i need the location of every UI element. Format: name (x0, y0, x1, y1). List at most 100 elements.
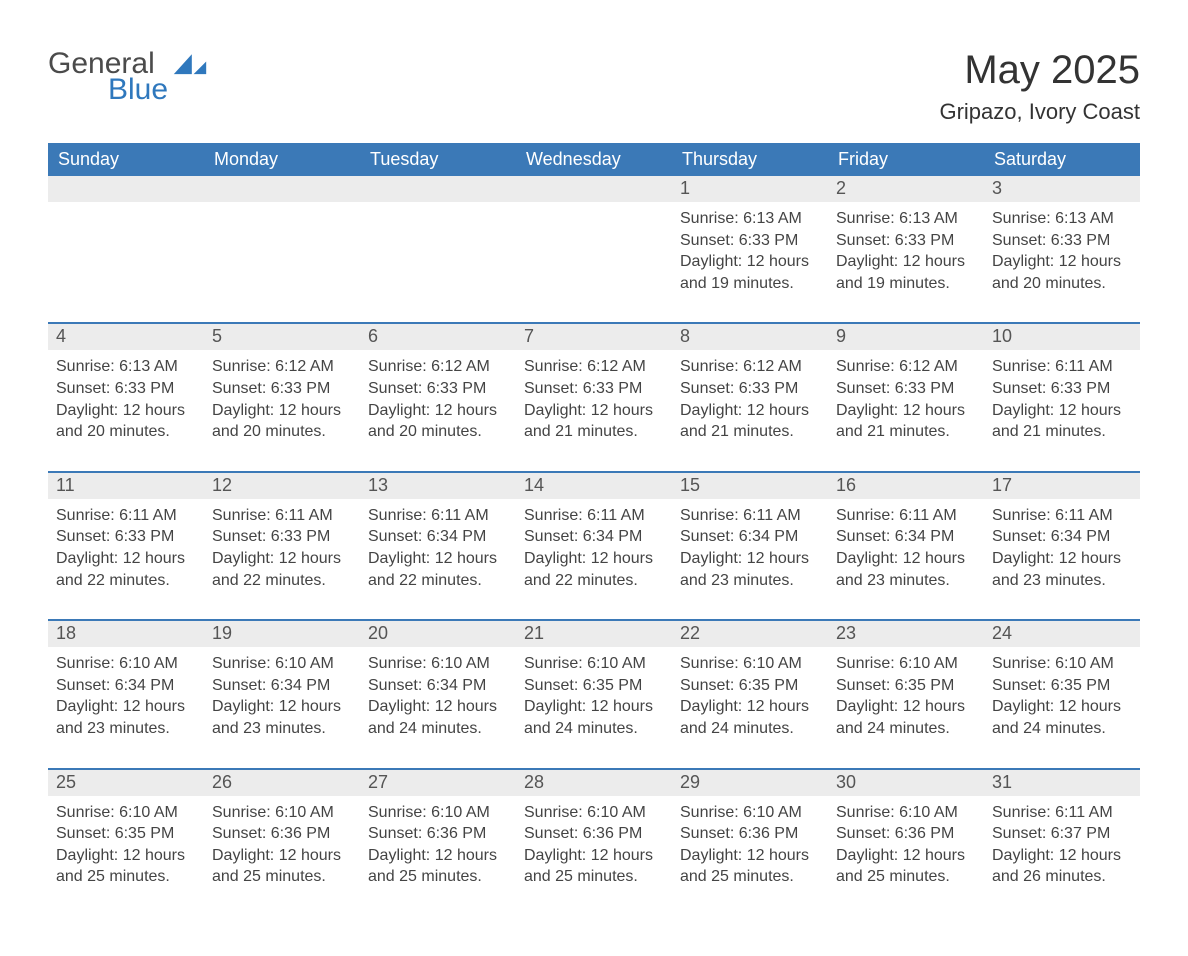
day-number: 26 (204, 770, 360, 796)
sunset-line: Sunset: 6:35 PM (992, 675, 1132, 697)
day-details: Sunrise: 6:10 AMSunset: 6:35 PMDaylight:… (672, 647, 828, 767)
calendar-cell: 27Sunrise: 6:10 AMSunset: 6:36 PMDayligh… (360, 769, 516, 916)
calendar-cell: 20Sunrise: 6:10 AMSunset: 6:34 PMDayligh… (360, 620, 516, 768)
sunset-line: Sunset: 6:33 PM (56, 526, 196, 548)
day-details: Sunrise: 6:10 AMSunset: 6:35 PMDaylight:… (516, 647, 672, 767)
day-number: 31 (984, 770, 1140, 796)
day-number: 18 (48, 621, 204, 647)
calendar-cell: 26Sunrise: 6:10 AMSunset: 6:36 PMDayligh… (204, 769, 360, 916)
day-details: Sunrise: 6:10 AMSunset: 6:36 PMDaylight:… (360, 796, 516, 916)
sunset-line: Sunset: 6:34 PM (836, 526, 976, 548)
calendar-cell: 29Sunrise: 6:10 AMSunset: 6:36 PMDayligh… (672, 769, 828, 916)
calendar-cell: 18Sunrise: 6:10 AMSunset: 6:34 PMDayligh… (48, 620, 204, 768)
sunrise-line: Sunrise: 6:11 AM (680, 505, 820, 527)
calendar-cell: 1Sunrise: 6:13 AMSunset: 6:33 PMDaylight… (672, 176, 828, 323)
day-number: 23 (828, 621, 984, 647)
weekday-header: Monday (204, 143, 360, 176)
day-details: Sunrise: 6:11 AMSunset: 6:34 PMDaylight:… (516, 499, 672, 619)
calendar-cell: 31Sunrise: 6:11 AMSunset: 6:37 PMDayligh… (984, 769, 1140, 916)
calendar-cell: 5Sunrise: 6:12 AMSunset: 6:33 PMDaylight… (204, 323, 360, 471)
daylight-line: Daylight: 12 hours and 23 minutes. (212, 696, 352, 739)
calendar-cell: 22Sunrise: 6:10 AMSunset: 6:35 PMDayligh… (672, 620, 828, 768)
day-details: Sunrise: 6:12 AMSunset: 6:33 PMDaylight:… (828, 350, 984, 470)
day-details: Sunrise: 6:10 AMSunset: 6:34 PMDaylight:… (204, 647, 360, 767)
calendar-header-row: Sunday Monday Tuesday Wednesday Thursday… (48, 143, 1140, 176)
weekday-header: Thursday (672, 143, 828, 176)
day-details: Sunrise: 6:10 AMSunset: 6:36 PMDaylight:… (516, 796, 672, 916)
day-number (516, 176, 672, 202)
sunrise-line: Sunrise: 6:10 AM (56, 802, 196, 824)
sunset-line: Sunset: 6:36 PM (524, 823, 664, 845)
daylight-line: Daylight: 12 hours and 22 minutes. (368, 548, 508, 591)
day-number: 20 (360, 621, 516, 647)
day-number: 13 (360, 473, 516, 499)
title-block: May 2025 Gripazo, Ivory Coast (939, 48, 1140, 125)
day-number: 21 (516, 621, 672, 647)
day-details: Sunrise: 6:11 AMSunset: 6:34 PMDaylight:… (360, 499, 516, 619)
day-details: Sunrise: 6:10 AMSunset: 6:36 PMDaylight:… (828, 796, 984, 916)
calendar-cell: 24Sunrise: 6:10 AMSunset: 6:35 PMDayligh… (984, 620, 1140, 768)
calendar-cell: 2Sunrise: 6:13 AMSunset: 6:33 PMDaylight… (828, 176, 984, 323)
calendar-cell (48, 176, 204, 323)
calendar-cell: 8Sunrise: 6:12 AMSunset: 6:33 PMDaylight… (672, 323, 828, 471)
daylight-line: Daylight: 12 hours and 25 minutes. (680, 845, 820, 888)
sunset-line: Sunset: 6:36 PM (680, 823, 820, 845)
sunset-line: Sunset: 6:34 PM (368, 526, 508, 548)
sunset-line: Sunset: 6:33 PM (212, 526, 352, 548)
calendar-cell: 10Sunrise: 6:11 AMSunset: 6:33 PMDayligh… (984, 323, 1140, 471)
sunrise-line: Sunrise: 6:12 AM (524, 356, 664, 378)
calendar-week-row: 1Sunrise: 6:13 AMSunset: 6:33 PMDaylight… (48, 176, 1140, 323)
sunset-line: Sunset: 6:35 PM (680, 675, 820, 697)
day-number: 10 (984, 324, 1140, 350)
sunset-line: Sunset: 6:33 PM (680, 230, 820, 252)
day-number: 6 (360, 324, 516, 350)
daylight-line: Daylight: 12 hours and 22 minutes. (524, 548, 664, 591)
daylight-line: Daylight: 12 hours and 20 minutes. (212, 400, 352, 443)
sunrise-line: Sunrise: 6:13 AM (680, 208, 820, 230)
sunrise-line: Sunrise: 6:11 AM (992, 505, 1132, 527)
calendar-page: General Blue May 2025 Gripazo, Ivory Coa… (0, 0, 1188, 956)
sunrise-line: Sunrise: 6:12 AM (680, 356, 820, 378)
daylight-line: Daylight: 12 hours and 20 minutes. (368, 400, 508, 443)
day-number: 30 (828, 770, 984, 796)
day-details: Sunrise: 6:12 AMSunset: 6:33 PMDaylight:… (204, 350, 360, 470)
sunrise-line: Sunrise: 6:11 AM (212, 505, 352, 527)
day-details: Sunrise: 6:10 AMSunset: 6:34 PMDaylight:… (48, 647, 204, 767)
daylight-line: Daylight: 12 hours and 24 minutes. (680, 696, 820, 739)
day-details: Sunrise: 6:10 AMSunset: 6:36 PMDaylight:… (672, 796, 828, 916)
daylight-line: Daylight: 12 hours and 22 minutes. (212, 548, 352, 591)
calendar-cell: 14Sunrise: 6:11 AMSunset: 6:34 PMDayligh… (516, 472, 672, 620)
day-details: Sunrise: 6:10 AMSunset: 6:35 PMDaylight:… (828, 647, 984, 767)
sunset-line: Sunset: 6:33 PM (836, 230, 976, 252)
day-details: Sunrise: 6:13 AMSunset: 6:33 PMDaylight:… (672, 202, 828, 322)
sunrise-line: Sunrise: 6:13 AM (56, 356, 196, 378)
sunrise-line: Sunrise: 6:10 AM (56, 653, 196, 675)
weekday-header: Wednesday (516, 143, 672, 176)
sunset-line: Sunset: 6:35 PM (524, 675, 664, 697)
day-details (516, 202, 672, 298)
day-details: Sunrise: 6:13 AMSunset: 6:33 PMDaylight:… (984, 202, 1140, 322)
sunset-line: Sunset: 6:33 PM (992, 230, 1132, 252)
daylight-line: Daylight: 12 hours and 19 minutes. (836, 251, 976, 294)
calendar-week-row: 25Sunrise: 6:10 AMSunset: 6:35 PMDayligh… (48, 769, 1140, 916)
calendar-cell (360, 176, 516, 323)
sunset-line: Sunset: 6:34 PM (992, 526, 1132, 548)
sunrise-line: Sunrise: 6:10 AM (680, 802, 820, 824)
day-details: Sunrise: 6:11 AMSunset: 6:34 PMDaylight:… (828, 499, 984, 619)
day-details: Sunrise: 6:11 AMSunset: 6:33 PMDaylight:… (204, 499, 360, 619)
day-details: Sunrise: 6:12 AMSunset: 6:33 PMDaylight:… (516, 350, 672, 470)
day-details: Sunrise: 6:11 AMSunset: 6:37 PMDaylight:… (984, 796, 1140, 916)
sunrise-line: Sunrise: 6:10 AM (368, 653, 508, 675)
sunrise-line: Sunrise: 6:12 AM (212, 356, 352, 378)
sunrise-line: Sunrise: 6:11 AM (56, 505, 196, 527)
calendar-week-row: 18Sunrise: 6:10 AMSunset: 6:34 PMDayligh… (48, 620, 1140, 768)
day-number: 29 (672, 770, 828, 796)
calendar-cell: 11Sunrise: 6:11 AMSunset: 6:33 PMDayligh… (48, 472, 204, 620)
calendar-body: 1Sunrise: 6:13 AMSunset: 6:33 PMDaylight… (48, 176, 1140, 916)
day-number: 1 (672, 176, 828, 202)
daylight-line: Daylight: 12 hours and 21 minutes. (836, 400, 976, 443)
sunrise-line: Sunrise: 6:10 AM (524, 802, 664, 824)
calendar-cell: 12Sunrise: 6:11 AMSunset: 6:33 PMDayligh… (204, 472, 360, 620)
sunset-line: Sunset: 6:33 PM (680, 378, 820, 400)
daylight-line: Daylight: 12 hours and 24 minutes. (836, 696, 976, 739)
